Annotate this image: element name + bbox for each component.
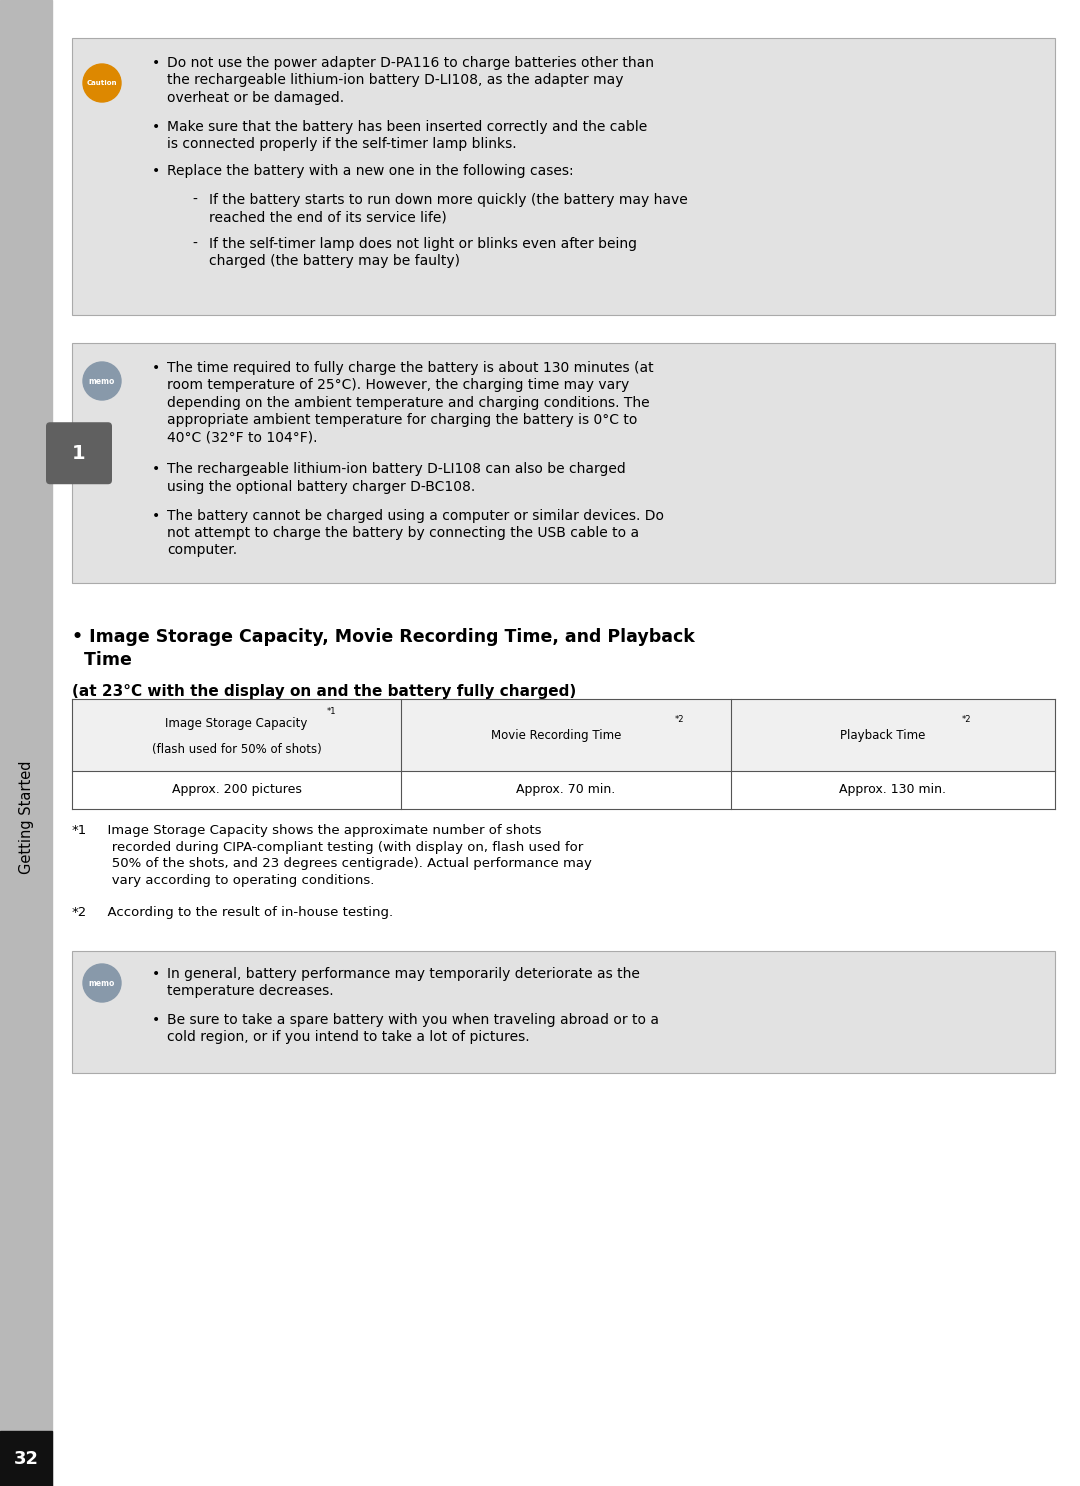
- Text: •: •: [152, 1013, 160, 1027]
- FancyBboxPatch shape: [46, 422, 112, 484]
- Bar: [72, 951, 1055, 1073]
- Text: Image Storage Capacity shows the approximate number of shots
   recorded during : Image Storage Capacity shows the approxi…: [99, 825, 592, 887]
- Text: Replace the battery with a new one in the following cases:: Replace the battery with a new one in th…: [167, 165, 573, 178]
- Bar: [72, 343, 1055, 583]
- Text: memo: memo: [89, 376, 116, 385]
- Text: The time required to fully charge the battery is about 130 minutes (at
room temp: The time required to fully charge the ba…: [167, 361, 653, 444]
- Text: The battery cannot be charged using a computer or similar devices. Do
not attemp: The battery cannot be charged using a co…: [167, 508, 664, 557]
- Text: 32: 32: [13, 1449, 39, 1468]
- Text: •: •: [152, 165, 160, 178]
- Text: *2: *2: [72, 906, 87, 918]
- Bar: [0, 0, 52, 1486]
- Text: 1: 1: [72, 444, 85, 462]
- Text: Approx. 130 min.: Approx. 130 min.: [839, 783, 946, 796]
- Text: •: •: [152, 56, 160, 70]
- Text: •: •: [152, 361, 160, 374]
- Text: Caution: Caution: [86, 80, 118, 86]
- Text: Do not use the power adapter D-PA116 to charge batteries other than
the recharge: Do not use the power adapter D-PA116 to …: [167, 56, 654, 104]
- Text: The rechargeable lithium-ion battery D-LI108 can also be charged
using the optio: The rechargeable lithium-ion battery D-L…: [167, 462, 625, 493]
- Text: Image Storage Capacity: Image Storage Capacity: [165, 716, 308, 730]
- Text: Movie Recording Time: Movie Recording Time: [490, 728, 621, 742]
- Text: •: •: [152, 462, 160, 477]
- Text: Be sure to take a spare battery with you when traveling abroad or to a
cold regi: Be sure to take a spare battery with you…: [167, 1013, 659, 1045]
- Text: *1: *1: [327, 706, 336, 715]
- Text: Approx. 70 min.: Approx. 70 min.: [516, 783, 616, 796]
- Text: •: •: [152, 967, 160, 981]
- Bar: [72, 698, 1055, 771]
- Text: *2: *2: [675, 715, 685, 725]
- Text: In general, battery performance may temporarily deteriorate as the
temperature d: In general, battery performance may temp…: [167, 967, 639, 999]
- Text: According to the result of in-house testing.: According to the result of in-house test…: [99, 906, 393, 918]
- Circle shape: [83, 363, 121, 400]
- Text: • Image Storage Capacity, Movie Recording Time, and Playback
  Time: • Image Storage Capacity, Movie Recordin…: [72, 629, 694, 669]
- Text: *2: *2: [962, 715, 972, 725]
- Circle shape: [83, 64, 121, 103]
- Bar: [0, 1431, 52, 1486]
- Text: •: •: [152, 508, 160, 523]
- Text: If the self-timer lamp does not light or blinks even after being
charged (the ba: If the self-timer lamp does not light or…: [210, 236, 637, 269]
- Text: •: •: [152, 119, 160, 134]
- Text: -: -: [192, 236, 197, 251]
- Text: If the battery starts to run down more quickly (the battery may have
reached the: If the battery starts to run down more q…: [210, 193, 688, 224]
- Text: -: -: [192, 193, 197, 207]
- Text: *1: *1: [72, 825, 87, 837]
- Text: (flash used for 50% of shots): (flash used for 50% of shots): [152, 743, 322, 755]
- Text: (at 23°C with the display on and the battery fully charged): (at 23°C with the display on and the bat…: [72, 684, 577, 698]
- Text: Getting Started: Getting Started: [18, 761, 33, 874]
- Text: Approx. 200 pictures: Approx. 200 pictures: [172, 783, 301, 796]
- Text: Make sure that the battery has been inserted correctly and the cable
is connecte: Make sure that the battery has been inse…: [167, 119, 647, 150]
- Bar: [72, 771, 1055, 808]
- Circle shape: [83, 964, 121, 1002]
- Text: memo: memo: [89, 978, 116, 988]
- Bar: [72, 39, 1055, 315]
- Text: Playback Time: Playback Time: [840, 728, 926, 742]
